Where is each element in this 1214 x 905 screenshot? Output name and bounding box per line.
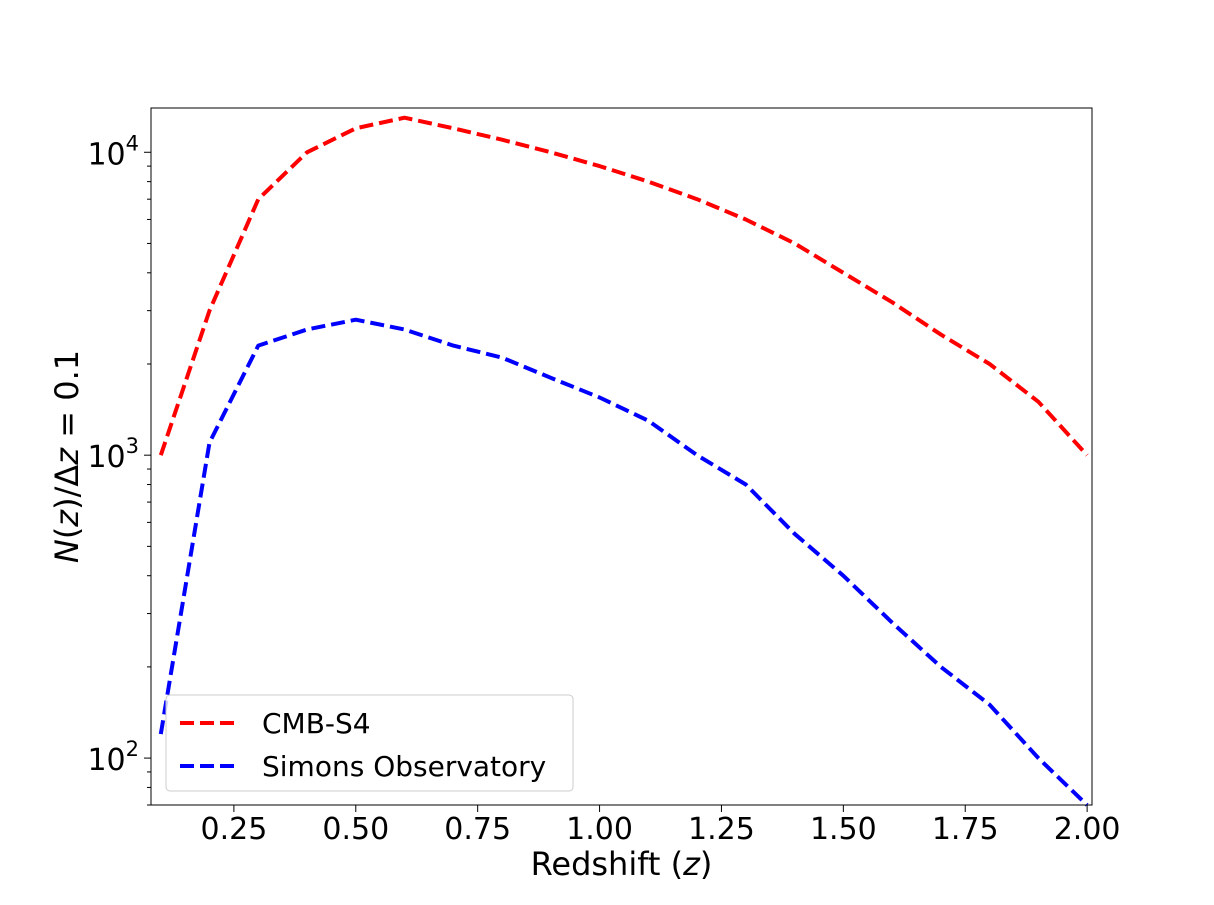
series-line-1 (158, 317, 1089, 807)
plot-lines (158, 115, 1089, 807)
legend-label: CMB-S4 (262, 707, 371, 740)
x-tick-label: 1.00 (566, 812, 633, 847)
legend-entry: CMB-S4 (180, 707, 371, 740)
x-tick-label: 1.50 (810, 812, 877, 847)
y-tick-label: 103 (87, 434, 139, 475)
legend: CMB-S4 Simons Observatory (165, 694, 574, 792)
x-tick-label: 2.00 (1054, 812, 1121, 847)
legend-box (165, 694, 574, 792)
series-line-0 (158, 115, 1089, 457)
y-tick-label: 102 (87, 737, 139, 778)
x-tick-label: 1.25 (688, 812, 755, 847)
x-tick-label: 0.75 (444, 812, 511, 847)
x-axis: 0.25 0.50 0.75 1.00 1.25 1.50 1.75 2.00 (200, 805, 1121, 847)
y-axis-label: N(z)/Δz = 0.1 (48, 350, 86, 563)
x-tick-label: 1.75 (932, 812, 999, 847)
plot-frame (150, 107, 1093, 806)
y-axis: 102 103 104 (87, 131, 151, 806)
x-tick-label: 0.25 (200, 812, 267, 847)
x-axis-label: Redshift (z) (531, 845, 713, 883)
legend-label: Simons Observatory (262, 750, 546, 783)
y-tick-label: 104 (87, 131, 139, 172)
legend-entry: Simons Observatory (180, 750, 546, 783)
x-tick-label: 0.50 (322, 812, 389, 847)
